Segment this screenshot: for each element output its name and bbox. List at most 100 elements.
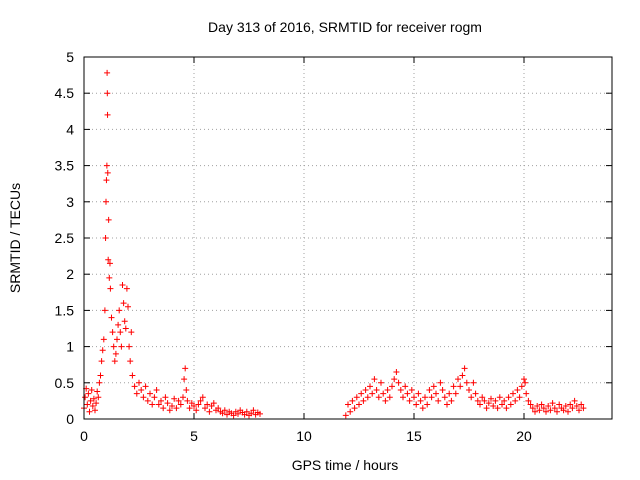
data-point: [384, 387, 391, 394]
data-point: [435, 397, 442, 404]
data-point: [459, 372, 466, 379]
data-point: [380, 390, 387, 397]
data-point: [369, 390, 376, 397]
data-point: [125, 303, 131, 310]
data-point: [485, 400, 492, 407]
y-tick-label: 4: [66, 121, 74, 137]
data-point: [169, 402, 175, 409]
data-point: [538, 401, 545, 408]
data-point: [554, 408, 560, 415]
data-point: [371, 376, 378, 383]
data-point: [488, 395, 494, 402]
data-point: [562, 402, 569, 409]
x-axis-label: GPS time / hours: [292, 457, 399, 473]
data-point: [492, 397, 499, 404]
data-point: [424, 401, 431, 408]
data-point: [428, 394, 435, 401]
data-point: [507, 401, 514, 408]
data-point: [560, 407, 567, 414]
data-point: [177, 401, 184, 408]
data-point: [98, 358, 105, 365]
data-point: [164, 400, 171, 407]
x-tick-label: 10: [296, 428, 312, 444]
data-point: [103, 198, 109, 205]
data-point: [147, 390, 153, 397]
data-point: [206, 408, 213, 415]
data-point: [173, 405, 180, 412]
data-point: [166, 407, 173, 414]
data-point: [578, 401, 585, 408]
y-tick-label: 3.5: [55, 158, 75, 174]
data-point: [116, 307, 123, 314]
data-point: [522, 379, 529, 386]
data-point: [104, 69, 111, 76]
data-point: [121, 318, 128, 325]
data-point: [540, 405, 547, 412]
data-point: [430, 383, 437, 390]
data-point: [360, 397, 367, 404]
data-point: [115, 321, 122, 328]
data-point: [138, 387, 145, 394]
data-point: [180, 394, 186, 401]
y-tick-label: 3: [66, 194, 74, 210]
y-tick-label: 0.5: [55, 375, 75, 391]
data-point: [514, 387, 521, 394]
data-point: [151, 394, 158, 401]
data-point: [110, 343, 117, 350]
data-point: [411, 394, 417, 401]
data-point: [351, 405, 358, 412]
data-point: [474, 397, 481, 404]
data-point: [472, 390, 479, 397]
data-point: [481, 397, 488, 404]
y-tick-label: 0: [66, 411, 74, 427]
data-point: [419, 405, 426, 412]
data-point: [543, 408, 549, 415]
data-point: [140, 394, 147, 401]
data-point: [389, 383, 395, 390]
data-point: [402, 383, 409, 390]
data-point: [448, 397, 455, 404]
data-point: [103, 162, 110, 169]
data-point: [536, 407, 543, 414]
data-point: [108, 314, 115, 321]
data-point: [120, 300, 127, 307]
data-point: [117, 329, 124, 336]
data-point: [257, 410, 263, 417]
data-point: [468, 394, 475, 401]
data-point: [119, 282, 126, 289]
data-point: [131, 383, 138, 390]
data-point: [104, 111, 111, 118]
data-point: [494, 405, 501, 412]
data-point: [136, 379, 142, 386]
data-point: [395, 379, 402, 386]
data-point: [127, 358, 134, 365]
data-point: [126, 343, 133, 350]
data-point: [518, 383, 525, 390]
data-point: [375, 394, 382, 401]
data-point: [107, 285, 114, 292]
data-point: [446, 390, 453, 397]
data-point: [181, 376, 188, 383]
x-tick-label: 20: [516, 428, 532, 444]
data-point: [87, 397, 94, 404]
data-point: [547, 407, 554, 414]
data-point: [345, 401, 351, 408]
data-point: [183, 387, 190, 394]
data-point: [505, 394, 512, 401]
data-point: [202, 405, 208, 412]
data-point: [92, 407, 98, 414]
data-point: [378, 379, 384, 386]
data-point: [95, 394, 102, 401]
data-point: [386, 394, 393, 401]
data-point: [529, 405, 536, 412]
data-point: [455, 376, 461, 383]
data-point: [461, 365, 468, 372]
data-point: [155, 401, 162, 408]
data-point: [149, 401, 156, 408]
data-point: [373, 387, 380, 394]
data-point: [342, 412, 349, 419]
data-point: [347, 408, 354, 415]
data-point: [197, 397, 204, 404]
y-tick-label: 1: [66, 339, 74, 355]
data-point: [556, 401, 563, 408]
